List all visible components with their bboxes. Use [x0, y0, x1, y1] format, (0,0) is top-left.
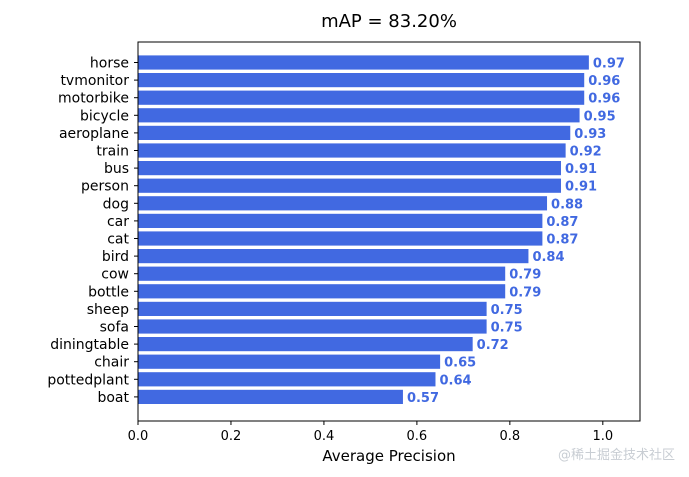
bar-train: [138, 143, 566, 158]
value-label: 0.92: [570, 145, 602, 160]
x-tick-label: 0.8: [500, 429, 521, 444]
value-label: 0.79: [509, 268, 541, 283]
x-tick-label: 0.0: [128, 429, 149, 444]
bar-horse: [138, 55, 589, 70]
y-tick-label: horse: [90, 56, 129, 72]
bar-bird: [138, 249, 529, 264]
bar-tvmonitor: [138, 73, 585, 88]
y-tick-label: tvmonitor: [60, 73, 129, 89]
bar-bottle: [138, 284, 506, 299]
x-tick-label: 0.6: [407, 429, 428, 444]
x-tick-label: 0.2: [221, 429, 242, 444]
value-label: 0.75: [491, 321, 523, 336]
value-label: 0.75: [491, 303, 523, 318]
bar-pottedplant: [138, 372, 436, 387]
y-tick-label: cow: [101, 267, 129, 283]
y-tick-label: diningtable: [50, 337, 129, 353]
bar-bus: [138, 161, 561, 176]
bar-chair: [138, 354, 441, 369]
y-tick-label: sheep: [87, 302, 129, 318]
y-tick-label: chair: [94, 355, 129, 371]
bar-diningtable: [138, 337, 473, 352]
value-labels: 0.97 0.96 0.96 0.95 0.93 0.92 0.91 0.91 0.88 0.87…: [407, 57, 625, 406]
bar-bicycle: [138, 108, 580, 123]
bar-car: [138, 213, 543, 228]
value-label: 0.93: [574, 127, 606, 142]
value-label: 0.64: [439, 373, 471, 388]
bar-boat: [138, 389, 403, 404]
x-tick-label: 1.0: [592, 429, 613, 444]
bars-group: [138, 55, 589, 404]
y-tick-label: cat: [107, 232, 129, 248]
bar-motorbike: [138, 90, 585, 105]
bar-cow: [138, 266, 506, 281]
y-tick-label: pottedplant: [47, 372, 129, 388]
y-tick-label: motorbike: [58, 91, 129, 107]
y-tick-label: dog: [103, 196, 129, 212]
bar-sheep: [138, 301, 487, 316]
y-tick-label: bottle: [88, 284, 129, 300]
value-label: 0.96: [588, 92, 620, 107]
y-tick-label: boat: [97, 390, 129, 406]
y-tick-label: aeroplane: [59, 126, 129, 142]
bar-aeroplane: [138, 125, 571, 140]
value-label: 0.87: [546, 215, 578, 230]
value-label: 0.57: [407, 391, 439, 406]
value-label: 0.88: [551, 197, 583, 212]
chart-title: mAP = 83.20%: [321, 11, 457, 32]
y-tick-label: car: [107, 214, 129, 230]
value-label: 0.65: [444, 356, 476, 371]
value-label: 0.84: [532, 250, 564, 265]
value-label: 0.91: [565, 180, 597, 195]
bar-person: [138, 178, 561, 193]
x-tick-label: 0.4: [314, 429, 335, 444]
y-tick-label: sofa: [100, 320, 129, 336]
y-tick-label: bicycle: [80, 108, 129, 124]
value-label: 0.97: [593, 57, 625, 72]
value-label: 0.96: [588, 74, 620, 89]
value-label: 0.79: [509, 285, 541, 300]
value-label: 0.95: [584, 109, 616, 124]
value-label: 0.91: [565, 162, 597, 177]
plot-frame: [137, 41, 641, 422]
value-label: 0.87: [546, 233, 578, 248]
watermark: @稀土掘金技术社区: [557, 448, 675, 463]
y-tick-label: bus: [104, 161, 129, 177]
y-tick-label: person: [81, 179, 129, 195]
x-axis-label: Average Precision: [322, 447, 456, 465]
y-tick-label: bird: [102, 249, 129, 265]
x-axis-ticks: 0.0 0.2 0.4 0.6 0.8 1.0: [128, 421, 613, 444]
bar-dog: [138, 196, 548, 211]
bar-cat: [138, 231, 543, 246]
bar-sofa: [138, 319, 487, 334]
value-label: 0.72: [477, 338, 509, 353]
y-tick-label: train: [96, 144, 129, 160]
